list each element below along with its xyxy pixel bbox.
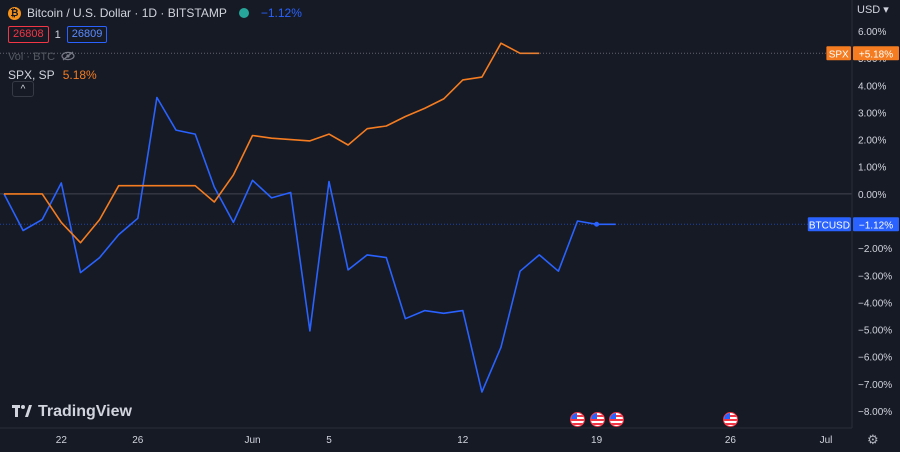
y-tick-label: −7.00% — [858, 380, 892, 391]
x-tick-label: 19 — [591, 435, 603, 446]
series-value-tag — [853, 217, 899, 232]
x-tick-label: 26 — [725, 435, 737, 446]
y-tick-label: 3.00% — [858, 108, 886, 119]
tradingview-logo-icon — [12, 404, 32, 421]
y-tick-label: −5.00% — [858, 326, 892, 337]
currency-selector[interactable]: USD ▾ — [857, 4, 889, 16]
y-tick-label: 4.00% — [858, 81, 886, 92]
y-tick-label: 2.00% — [858, 136, 886, 147]
x-tick-label: Jun — [244, 435, 260, 446]
x-tick-label: 26 — [132, 435, 144, 446]
market-status-icon[interactable] — [238, 8, 249, 18]
series-name-label: SPX — [829, 49, 849, 60]
series-layer — [0, 42, 852, 393]
x-tick-label: 22 — [56, 435, 68, 446]
series-line-btcusd[interactable] — [3, 96, 616, 393]
tradingview-watermark[interactable]: TradingView — [12, 403, 132, 421]
series-value-label: +5.18% — [859, 49, 893, 60]
y-tick-label: −8.00% — [858, 407, 892, 418]
x-tick-label: Jul — [820, 435, 833, 446]
compare-change: 5.18% — [62, 68, 97, 82]
symbol-change: −1.12% — [260, 6, 302, 20]
y-tick-label: −2.00% — [858, 244, 892, 255]
us-flag-icon[interactable] — [570, 412, 586, 427]
volume-label[interactable]: Vol · BTC — [8, 50, 56, 63]
time-axis[interactable]: 22 26 Jun 5 12 19 26 Jul — [56, 435, 833, 446]
collapse-legend-button[interactable]: ^ — [12, 81, 34, 97]
series-line-spx[interactable] — [4, 42, 540, 244]
x-tick-label: 5 — [326, 435, 332, 446]
watermark-text: TradingView — [38, 403, 132, 420]
y-tick-label: −3.00% — [858, 271, 892, 282]
compare-symbol[interactable]: SPX, SP — [8, 68, 55, 82]
series-value-label: −1.12% — [859, 220, 893, 231]
y-tick-label: 0.00% — [858, 190, 886, 201]
hide-eye-icon[interactable] — [61, 49, 75, 64]
bitcoin-icon: ₿ — [8, 6, 21, 20]
y-tick-label: −4.00% — [858, 298, 892, 309]
chevron-up-icon: ^ — [20, 83, 26, 95]
legend: ₿ Bitcoin / U.S. Dollar · 1D · BITSTAMP … — [8, 4, 302, 82]
y-tick-label: 6.00% — [858, 27, 886, 38]
series-name-tag — [807, 217, 851, 232]
spread-value: 1 — [54, 28, 61, 41]
last-value-labels: BTCUSD −1.12% SPX +5.18% — [807, 46, 899, 232]
y-tick-label: 1.00% — [858, 163, 886, 174]
bid-price-box[interactable]: 26808 — [8, 26, 49, 43]
series-end-point — [594, 221, 600, 227]
us-flag-icon[interactable] — [608, 412, 624, 427]
gear-icon[interactable]: ⚙ — [867, 432, 879, 447]
symbol-title[interactable]: Bitcoin / U.S. Dollar · 1D · BITSTAMP — [27, 6, 227, 20]
series-value-tag — [853, 46, 899, 61]
ask-price-box[interactable]: 26809 — [66, 26, 108, 43]
y-tick-label: −6.00% — [858, 353, 892, 364]
series-name-tag — [826, 46, 851, 61]
series-name-label: BTCUSD — [809, 220, 850, 231]
us-flag-icon[interactable] — [589, 412, 605, 427]
us-flag-icon[interactable] — [723, 412, 739, 427]
x-tick-label: 12 — [457, 435, 469, 446]
